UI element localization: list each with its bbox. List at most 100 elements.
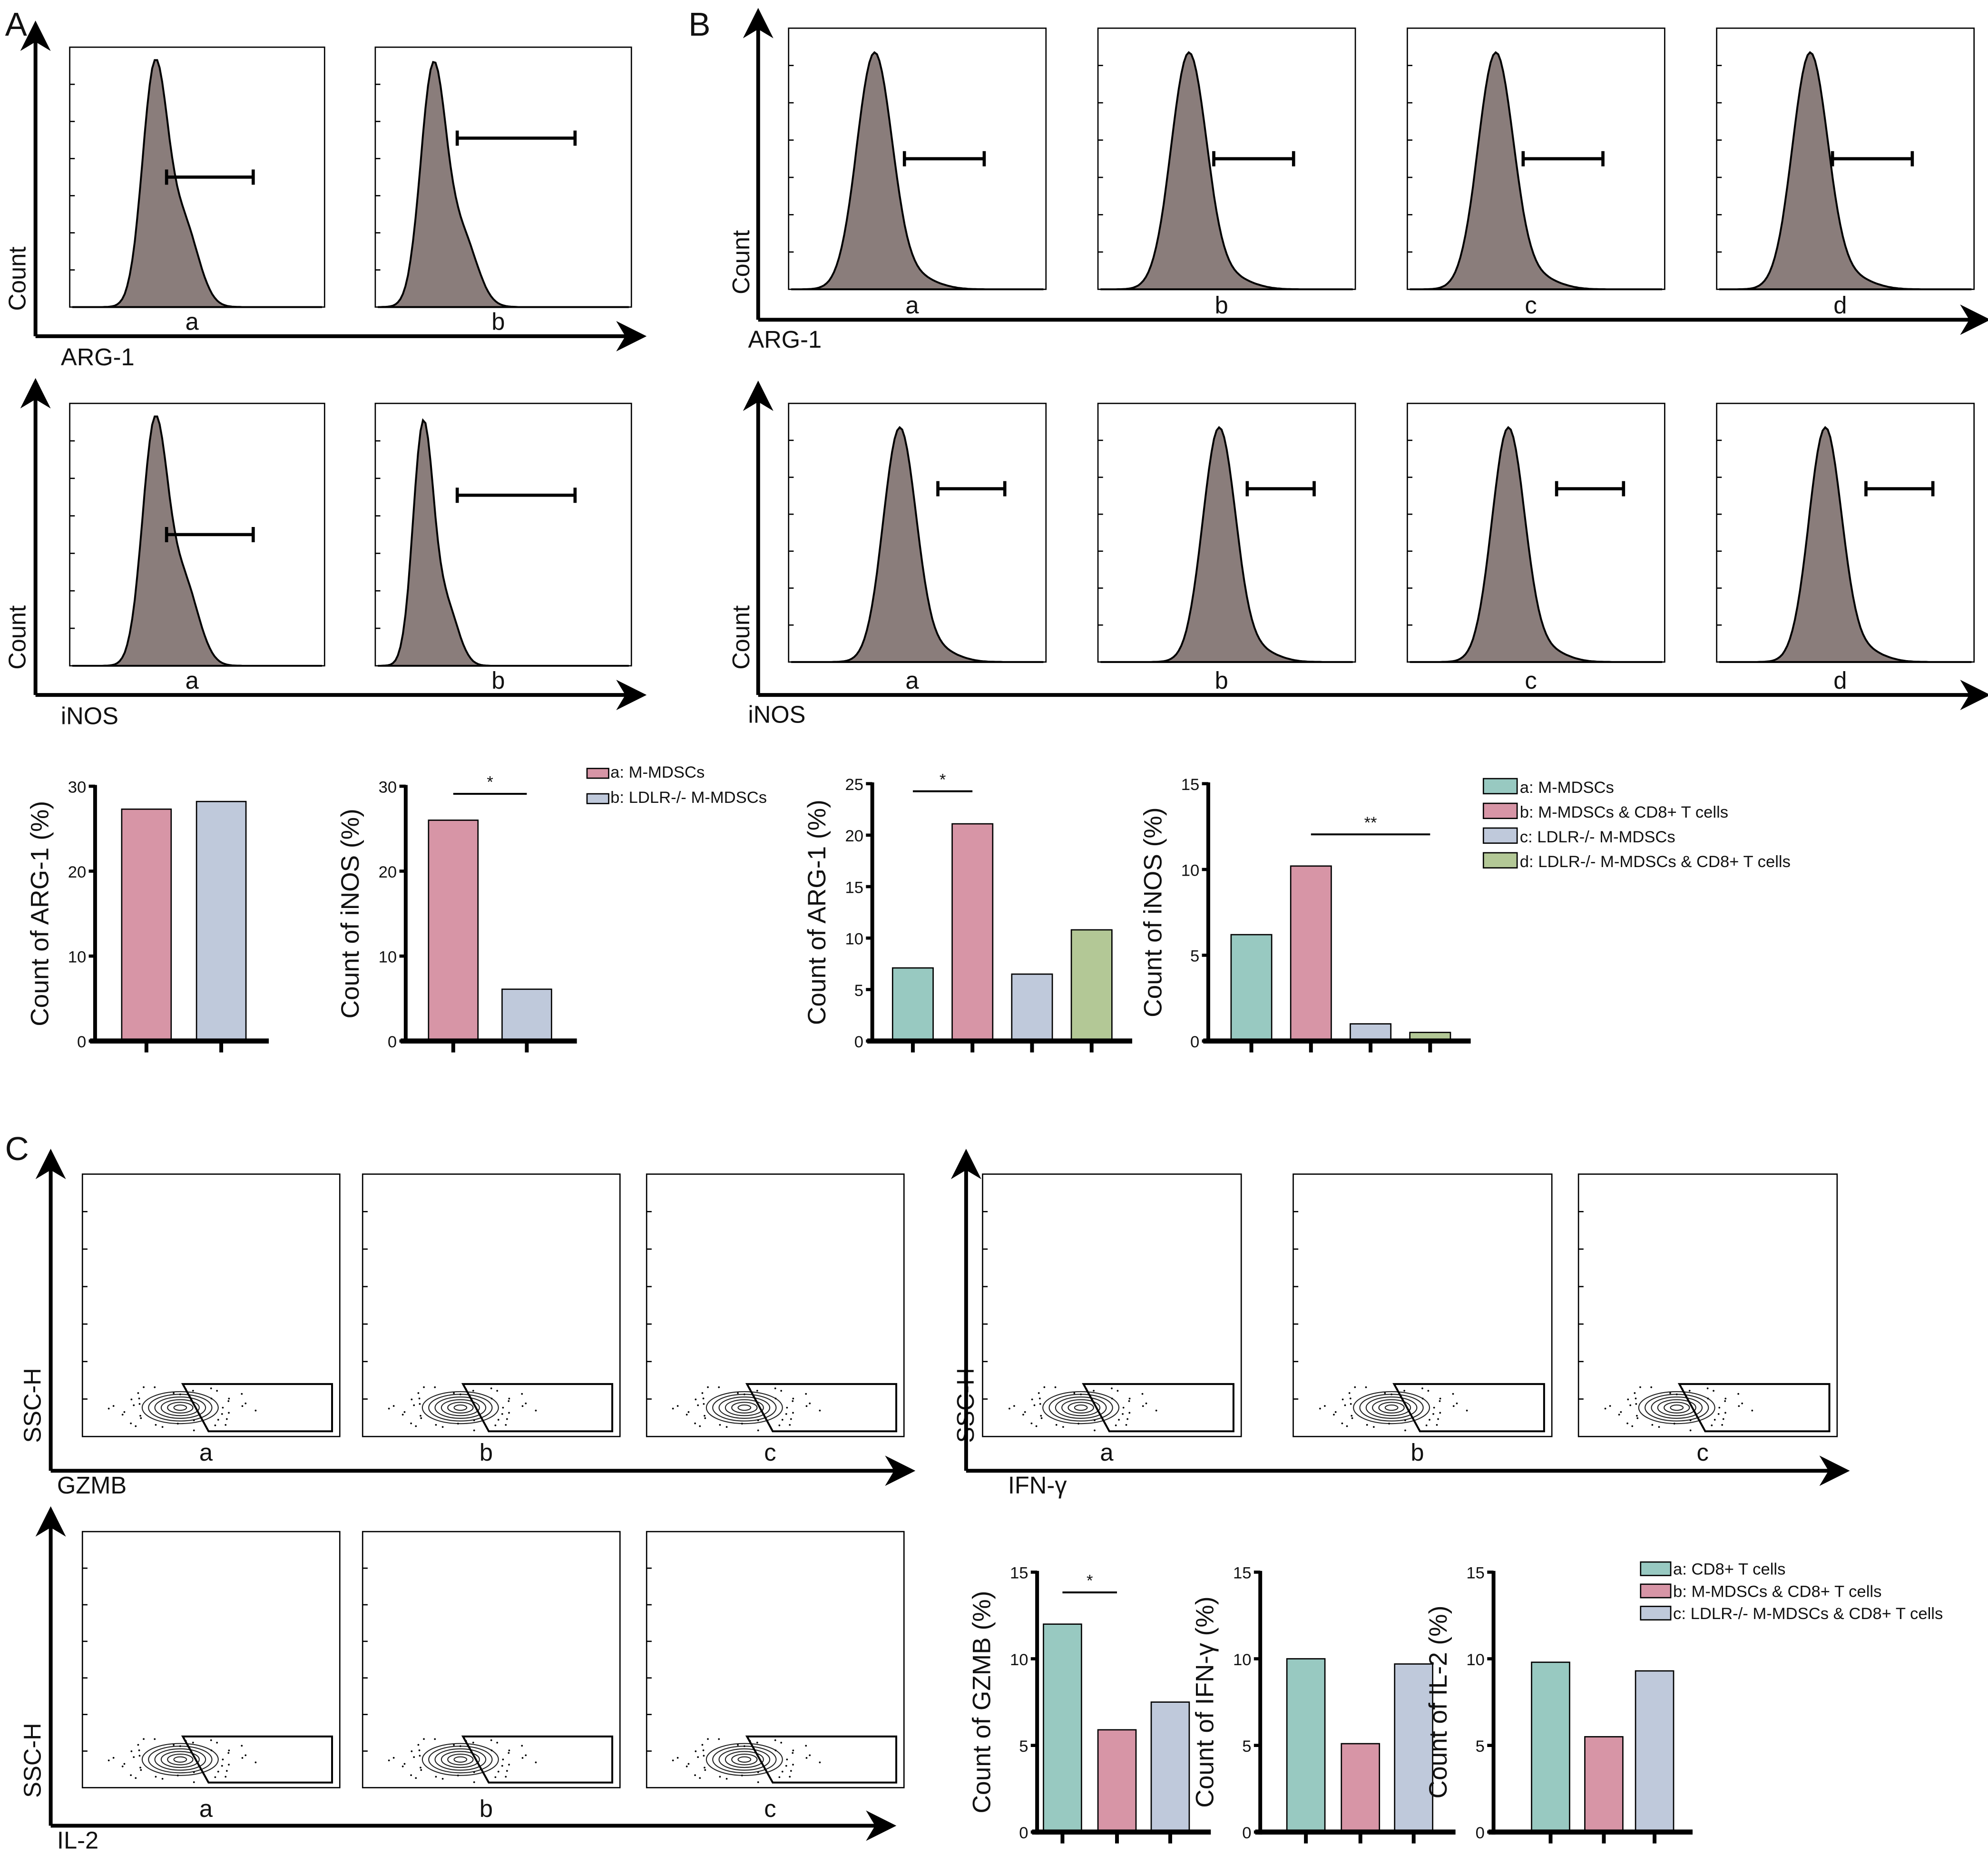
flow-plots: a b a b a b c d a b c d a b c a b c a b c bbox=[20, 8, 1988, 1841]
panel-c-ifng-c-event-dot bbox=[1658, 1426, 1660, 1428]
panel-c-il2-a-contour bbox=[160, 1751, 200, 1768]
legend-swatch bbox=[1482, 827, 1518, 844]
panel-c-gzmb-b-event-dot bbox=[490, 1387, 492, 1389]
panel-b-arg1-c-sample-label: c bbox=[1525, 292, 1537, 319]
panel-c-il2-b-event-dot bbox=[496, 1742, 499, 1744]
panel-c-gzmb-b-event-dot bbox=[420, 1415, 421, 1417]
panel-c-ifng-a-event-dot bbox=[1111, 1397, 1113, 1400]
panel-c-ifng-a-event-dot bbox=[1118, 1419, 1120, 1421]
bar-c bbox=[1394, 1663, 1433, 1833]
panel-c-il2-a-event-dot bbox=[137, 1744, 139, 1746]
panel-c-gzmb-b-event-dot bbox=[410, 1422, 412, 1425]
panel-c-il2-a-event-dot bbox=[130, 1750, 133, 1752]
panel-c-gzmb-c-event-dot bbox=[704, 1415, 705, 1417]
panel-c-gzmb-c-event-dot bbox=[781, 1419, 783, 1421]
panel-c-il2-b-event-dot bbox=[417, 1744, 420, 1746]
y-axis-title: Count of ARG-1 (%) bbox=[26, 801, 54, 1026]
panel-c-il2-a-event-dot bbox=[225, 1776, 227, 1778]
panel-c-ifng-a-contour bbox=[1061, 1399, 1101, 1416]
panel-c-gzmb-b-event-dot bbox=[441, 1426, 444, 1428]
panel-c-gzmb-c-event-dot bbox=[789, 1424, 791, 1426]
panel-c-gzmb-b-event-dot bbox=[494, 1424, 497, 1426]
panel-c-il2-c-event-dot bbox=[699, 1777, 701, 1779]
panel-c-il2-b-event-dot bbox=[497, 1770, 499, 1773]
panel-c-gzmb-b-event-dot bbox=[490, 1397, 493, 1400]
panel-c-il2-c-event-dot bbox=[786, 1758, 788, 1761]
panel-c-il2-a-event-dot bbox=[138, 1749, 140, 1751]
legend-swatch bbox=[1640, 1561, 1672, 1576]
panel-c-il2-c-gate bbox=[745, 1735, 898, 1784]
panel-c-ifng-a-event-dot bbox=[1128, 1412, 1131, 1414]
panel-c-il2-c-event-dot bbox=[719, 1776, 721, 1778]
y-tick-label: 10 bbox=[68, 948, 87, 966]
bar-b bbox=[1341, 1743, 1381, 1833]
panel-c-gzmb-c-event-dot bbox=[687, 1411, 690, 1413]
panel-c-gzmb-a-contour bbox=[167, 1402, 194, 1414]
panel-c-gzmb-a-event-dot bbox=[228, 1397, 230, 1400]
panel-c-gzmb-b-contour bbox=[421, 1391, 499, 1425]
panel-c-gzmb-c-contour bbox=[718, 1396, 771, 1419]
legend-swatch bbox=[586, 793, 609, 804]
panel-a-inos-a-sample-label: a bbox=[186, 667, 199, 694]
panel-c-il2-b-frame bbox=[362, 1531, 621, 1788]
panel-c-il2-c-event-dot bbox=[704, 1769, 706, 1771]
panel-c-ifng-b-event-dot bbox=[1324, 1405, 1326, 1407]
panel-c-ifng-c-event-dot bbox=[1636, 1415, 1638, 1417]
bar-chart-A-inos: 0 10 20 30 Count of iNOS (%) * bbox=[336, 773, 577, 1053]
panel-c-ifng-a-event-dot bbox=[1038, 1392, 1040, 1394]
panel-c-il2-a-event-dot bbox=[221, 1765, 223, 1767]
panel-c-il2-c-event-dot bbox=[707, 1738, 709, 1740]
bar-chart-C-il2: 0 5 10 15 Count of IL-2 (%) bbox=[1424, 1564, 1693, 1844]
panel-c-il2-c-event-dot bbox=[774, 1749, 777, 1752]
panel-c-il2-a-event-dot bbox=[210, 1749, 213, 1752]
panel-c-ifng-c-event-dot bbox=[1713, 1390, 1714, 1392]
panel-c-gzmb-a-event-dot bbox=[245, 1402, 247, 1405]
panel-c-gzmb-c-event-dot bbox=[809, 1402, 811, 1405]
panel-c-ifng-c-event-dot bbox=[1724, 1397, 1727, 1400]
panel-b-inos-b-sample-label: b bbox=[1215, 667, 1228, 694]
panel-c-il2-b-event-dot bbox=[434, 1738, 436, 1740]
panel-c-gzmb-a-gate bbox=[181, 1383, 333, 1433]
panel-c-gzmb-b-frame bbox=[362, 1173, 621, 1437]
panel-c-il2-b-event-dot bbox=[435, 1776, 437, 1778]
panel-a-inos-b-histogram bbox=[378, 418, 629, 667]
panel-c-il2-a-event-dot bbox=[135, 1777, 137, 1779]
panel-c-il2-c-event-dot bbox=[695, 1750, 697, 1752]
panel-c-gzmb-a-event-dot bbox=[210, 1387, 212, 1389]
panel-c-gzmb-a-frame bbox=[81, 1173, 341, 1437]
panel-c-gzmb-c-event-dot bbox=[697, 1404, 699, 1406]
panel-c-il2-c-event-dot bbox=[792, 1752, 794, 1754]
panel-c-il2-a-event-dot bbox=[241, 1745, 243, 1747]
panel-c-gzmb-b-event-dot bbox=[459, 1393, 461, 1396]
panel-c-gzmb-b-event-dot bbox=[453, 1392, 455, 1394]
panel-c-gzmb-a-event-dot bbox=[179, 1393, 181, 1396]
panel-c-ifng-a-event-dot bbox=[1111, 1387, 1113, 1389]
panel-c-ifng-b-event-dot bbox=[1351, 1417, 1353, 1419]
panel-c-ifng-a-contour bbox=[1042, 1391, 1120, 1425]
y-tick-label: 0 bbox=[1190, 1033, 1199, 1051]
panel-c-il2-c-event-dot bbox=[687, 1763, 690, 1765]
panel-a-row2-y-label: Count bbox=[3, 605, 30, 670]
panel-c-il2-c-event-dot bbox=[725, 1777, 728, 1780]
y-tick-label: 10 bbox=[1181, 861, 1200, 879]
significance-marker: * bbox=[940, 771, 946, 789]
panel-c-il2-c-event-dot bbox=[781, 1770, 783, 1773]
panel-c-ifng-b-event-dot bbox=[1466, 1409, 1468, 1412]
legend-label: b: M-MDSCs & CD8+ T cells bbox=[1673, 1582, 1881, 1601]
panel-c-ifng-b-event-dot bbox=[1344, 1404, 1346, 1406]
legend-swatch bbox=[1640, 1606, 1672, 1621]
panel-c-gzmb-b-contour bbox=[434, 1396, 487, 1419]
panel-c-il2-c-sample-label: c bbox=[764, 1795, 776, 1822]
panel-c-il2-b-event-dot bbox=[453, 1744, 455, 1746]
panel-c-ifng-a-sample-label: a bbox=[1100, 1439, 1114, 1466]
panel-c-il2-b-event-dot bbox=[490, 1749, 493, 1752]
panel-c-il2-b-event-dot bbox=[521, 1745, 523, 1747]
panel-c-gzmb-c-event-dot bbox=[686, 1414, 688, 1416]
panel-c-gzmb-a-event-dot bbox=[225, 1418, 228, 1420]
y-tick-label: 10 bbox=[845, 930, 863, 948]
panel-c-gzmb-a-event-dot bbox=[135, 1425, 137, 1427]
panel-c-ifng-a-event-dot bbox=[1055, 1424, 1058, 1426]
panel-c-gzmb-a-event-dot bbox=[154, 1386, 156, 1388]
panel-b-arg1-b-sample-label: b bbox=[1215, 292, 1228, 319]
panel-c-ifng-c-event-dot bbox=[1675, 1393, 1678, 1396]
